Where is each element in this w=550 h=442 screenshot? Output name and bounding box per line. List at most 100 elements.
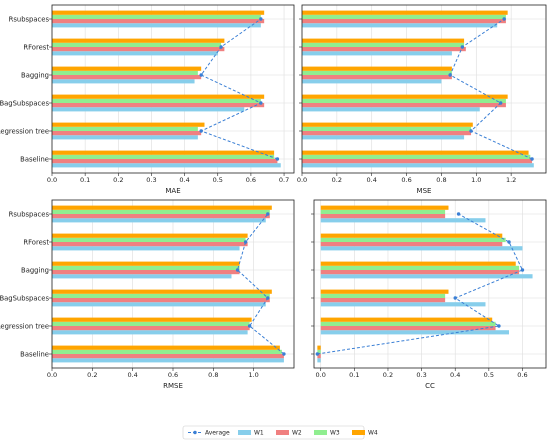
bar-bagsubspaces-w2 <box>320 298 446 303</box>
average-point-rsubspaces <box>259 17 263 21</box>
average-point-regression-tree <box>247 324 252 328</box>
bar-bagsubspaces-w1 <box>302 107 480 112</box>
bar-regression-tree-w3 <box>320 321 496 326</box>
average-point-baseline <box>282 352 286 356</box>
legend-label-w2: W2 <box>292 430 302 437</box>
legend-marker-average <box>193 430 197 435</box>
bar-bagsubspaces-w4 <box>52 289 272 294</box>
category-label-rforest: RForest <box>23 43 49 51</box>
bar-bagsubspaces-w4 <box>320 289 449 294</box>
bar-rsubspaces-w3 <box>320 209 446 214</box>
x-tick-label: 0.5 <box>213 176 223 184</box>
bar-bagsubspaces-w4 <box>302 94 508 99</box>
bar-baseline-w1 <box>52 163 281 168</box>
x-tick-label: 0.4 <box>367 176 377 184</box>
bar-rsubspaces-w4 <box>52 205 272 210</box>
bar-rforest-w2 <box>302 47 466 52</box>
bar-baseline-w3 <box>52 154 275 159</box>
bar-baseline-w3 <box>317 349 321 354</box>
bar-rsubspaces-w1 <box>52 218 266 223</box>
bar-bagging-w4 <box>302 66 452 71</box>
x-tick-label: 1.0 <box>471 176 481 184</box>
bar-regression-tree-w1 <box>52 330 248 335</box>
x-tick-label: 0.8 <box>436 176 446 184</box>
plot-frame <box>51 4 295 174</box>
bar-baseline-w2 <box>302 159 533 164</box>
bar-baseline-w4 <box>52 345 280 350</box>
bar-baseline-w1 <box>317 358 321 363</box>
bar-bagging-w4 <box>320 261 516 266</box>
bar-rforest-w4 <box>52 233 248 238</box>
bar-bagging-w3 <box>52 70 198 75</box>
category-label-bagsubspaces: BagSubspaces <box>0 99 49 107</box>
category-label-baseline: Baseline <box>20 350 49 358</box>
average-point-bagsubspaces <box>259 101 263 105</box>
average-point-bagging <box>448 73 452 77</box>
bar-rforest-w2 <box>52 242 248 247</box>
average-point-regression-tree <box>497 324 501 328</box>
x-tick-label: 0.0 <box>297 176 307 184</box>
bar-bagsubspaces-w1 <box>320 302 486 307</box>
bar-rsubspaces-w2 <box>302 19 506 24</box>
plot-frame <box>301 4 547 174</box>
bar-bagging-w4 <box>52 66 202 71</box>
category-label-baseline: Baseline <box>20 155 49 163</box>
bar-rforest-w3 <box>302 42 465 47</box>
bar-rforest-w3 <box>52 42 222 47</box>
bar-bagging-w3 <box>302 70 452 75</box>
x-tick-label: 0.2 <box>332 176 342 184</box>
bar-bagsubspaces-w3 <box>302 98 506 103</box>
category-label-regression-tree: Regression tree <box>0 127 49 135</box>
average-point-rforest <box>507 240 511 244</box>
bar-rsubspaces-w1 <box>320 218 486 223</box>
x-tick-label: 0.0 <box>47 371 57 379</box>
bar-bagsubspaces-w2 <box>52 103 265 108</box>
bar-rforest-w1 <box>52 246 240 251</box>
bar-bagging-w1 <box>52 79 195 84</box>
bar-regression-tree-w4 <box>320 317 493 322</box>
bar-regression-tree-w2 <box>302 131 472 136</box>
x-tick-label: 0.4 <box>179 176 189 184</box>
bar-regression-tree-w4 <box>52 122 205 127</box>
bar-bagsubspaces-w3 <box>52 98 261 103</box>
bar-rforest-w2 <box>52 47 225 52</box>
x-tick-label: 0.3 <box>416 371 426 379</box>
x-tick-label: 0.2 <box>383 371 393 379</box>
bar-regression-tree-w2 <box>52 326 250 331</box>
bar-rforest-w1 <box>320 246 523 251</box>
bar-bagsubspaces-w2 <box>52 298 270 303</box>
category-label-rsubspaces: Rsubspaces <box>9 210 50 218</box>
bar-rforest-w1 <box>52 51 218 56</box>
bar-baseline-w1 <box>52 358 284 363</box>
bar-rsubspaces-w3 <box>52 209 270 214</box>
average-point-rsubspaces <box>456 212 461 216</box>
bar-regression-tree-w1 <box>52 135 198 140</box>
legend-label-w4: W4 <box>368 430 378 437</box>
chart-panel-mse: 0.0 0.2 0.4 0.6 0.8 1.0 1.2 MSE <box>297 4 547 195</box>
bar-bagsubspaces-w4 <box>52 94 265 99</box>
x-tick-label: 0.2 <box>113 176 123 184</box>
average-line <box>236 213 285 355</box>
bar-rsubspaces-w1 <box>52 23 261 28</box>
plot-frame <box>313 199 547 369</box>
average-point-bagsubspaces <box>453 296 457 300</box>
bar-rsubspaces-w4 <box>52 10 265 15</box>
bar-bagging-w3 <box>320 265 520 270</box>
average-point-baseline <box>315 352 320 356</box>
bar-bagging-w1 <box>320 274 533 279</box>
legend: Average W1 W2 W3 W4 <box>182 425 378 440</box>
bar-bagging-w2 <box>52 75 202 80</box>
x-tick-label: 1.0 <box>248 371 258 379</box>
x-tick-label: 0.6 <box>168 371 178 379</box>
bar-rforest-w2 <box>320 242 503 247</box>
bar-rsubspaces-w3 <box>302 14 506 19</box>
bar-baseline-w1 <box>302 163 534 168</box>
bar-bagsubspaces-w3 <box>320 293 446 298</box>
bar-bagsubspaces-w1 <box>52 302 266 307</box>
x-tick-label: 1.2 <box>506 176 516 184</box>
bar-bagsubspaces-w2 <box>302 103 506 108</box>
bar-bagging-w1 <box>52 274 232 279</box>
legend-swatch-w4 <box>352 430 365 435</box>
x-tick-label: 0.0 <box>47 176 57 184</box>
